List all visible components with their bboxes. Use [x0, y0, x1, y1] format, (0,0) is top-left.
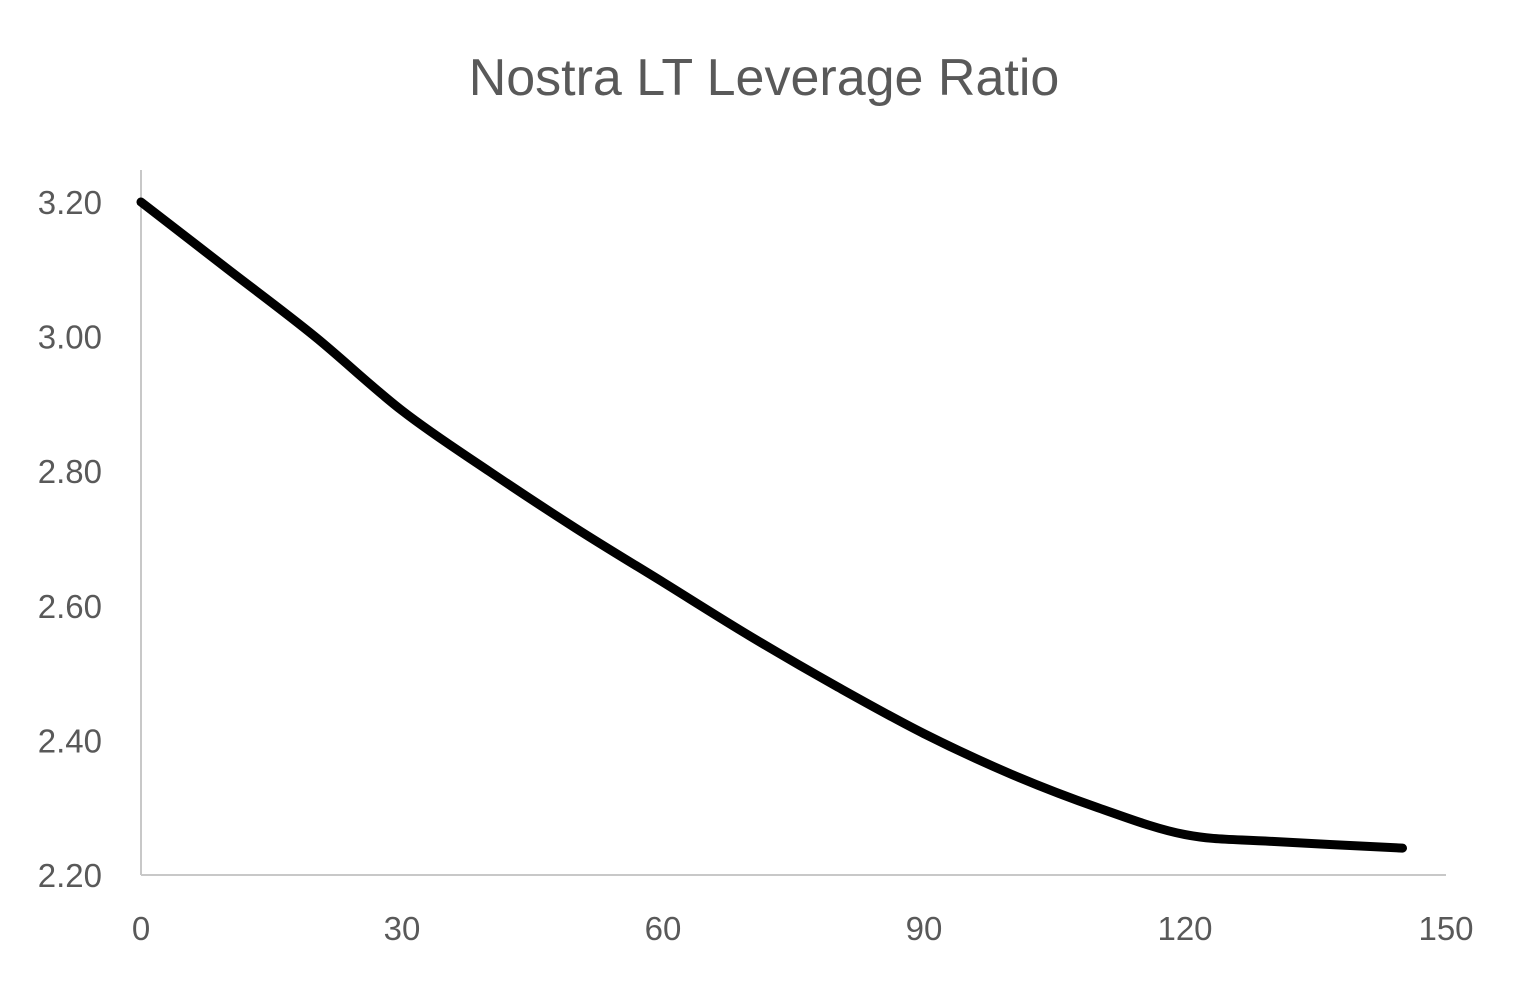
series-line-0: [136, 197, 1407, 853]
y-tick-label: 2.80: [38, 453, 102, 490]
x-tick-label: 30: [384, 910, 421, 947]
y-axis-ticks: 3.20 3.00 2.80 2.60 2.40 2.20: [38, 184, 102, 894]
y-tick-label: 2.40: [38, 722, 102, 759]
series-layer: [136, 197, 1407, 853]
y-tick-label: 2.20: [38, 857, 102, 894]
x-tick-label: 60: [645, 910, 682, 947]
x-tick-label: 150: [1418, 910, 1473, 947]
chart-title: Nostra LT Leverage Ratio: [469, 49, 1060, 107]
x-axis-ticks: 0 30 60 90 120 150: [132, 910, 1474, 947]
y-tick-label: 2.60: [38, 588, 102, 625]
x-tick-label: 90: [906, 910, 943, 947]
y-tick-label: 3.20: [38, 184, 102, 221]
x-tick-label: 0: [132, 910, 150, 947]
y-tick-label: 3.00: [38, 319, 102, 356]
x-tick-label: 120: [1157, 910, 1212, 947]
